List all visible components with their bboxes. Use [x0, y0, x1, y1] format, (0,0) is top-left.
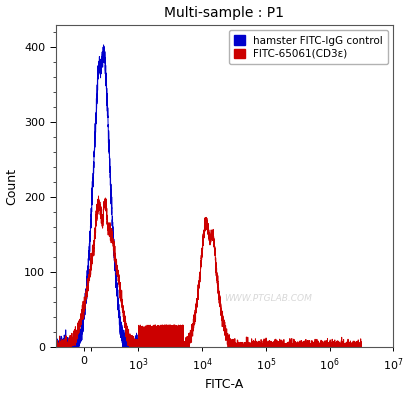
Y-axis label: Count: Count — [6, 168, 18, 204]
Legend: hamster FITC-IgG control, FITC-65061(CD3ε): hamster FITC-IgG control, FITC-65061(CD3… — [229, 30, 388, 64]
Title: Multi-sample : P1: Multi-sample : P1 — [164, 6, 284, 19]
X-axis label: FITC-A: FITC-A — [205, 378, 244, 391]
Text: WWW.PTGLAB.COM: WWW.PTGLAB.COM — [225, 295, 312, 303]
